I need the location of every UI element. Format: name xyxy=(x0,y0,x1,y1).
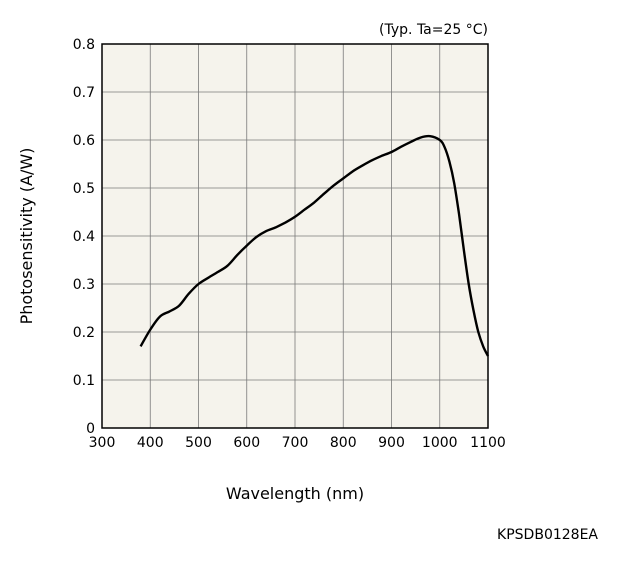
x-tick-label: 400 xyxy=(137,435,164,451)
y-tick-label: 0.1 xyxy=(73,373,95,389)
x-tick-label: 500 xyxy=(185,435,212,451)
y-tick-label: 0.6 xyxy=(73,133,95,149)
tick-labels: 300 400 500 600 700 800 900 1000 1100 0 0.1 0.2 0.3 0… xyxy=(73,37,506,451)
y-tick-label: 0.3 xyxy=(73,277,95,293)
x-tick-label: 1000 xyxy=(422,435,458,451)
y-tick-label: 0 xyxy=(86,421,95,437)
x-tick-label: 800 xyxy=(330,435,357,451)
plot-frame xyxy=(101,43,489,429)
x-tick-label: 300 xyxy=(89,435,116,451)
y-tick-label: 0.2 xyxy=(73,325,95,341)
y-tick-label: 0.7 xyxy=(73,85,95,101)
x-axis-title: Wavelength (nm) xyxy=(226,484,364,503)
series-line xyxy=(139,134,490,357)
y-tick-label: 0.5 xyxy=(73,181,95,197)
y-tick-label: 0.4 xyxy=(73,229,95,245)
condition-note: (Typ. Ta=25 °C) xyxy=(379,22,488,38)
x-tick-label: 1100 xyxy=(470,435,506,451)
figure-code: KPSDB0128EA xyxy=(497,527,598,543)
x-tick-label: 600 xyxy=(233,435,260,451)
y-axis-title: Photosensitivity (A/W) xyxy=(17,148,36,325)
y-tick-label: 0.8 xyxy=(73,37,95,53)
x-tick-label: 700 xyxy=(282,435,309,451)
x-tick-label: 900 xyxy=(378,435,405,451)
